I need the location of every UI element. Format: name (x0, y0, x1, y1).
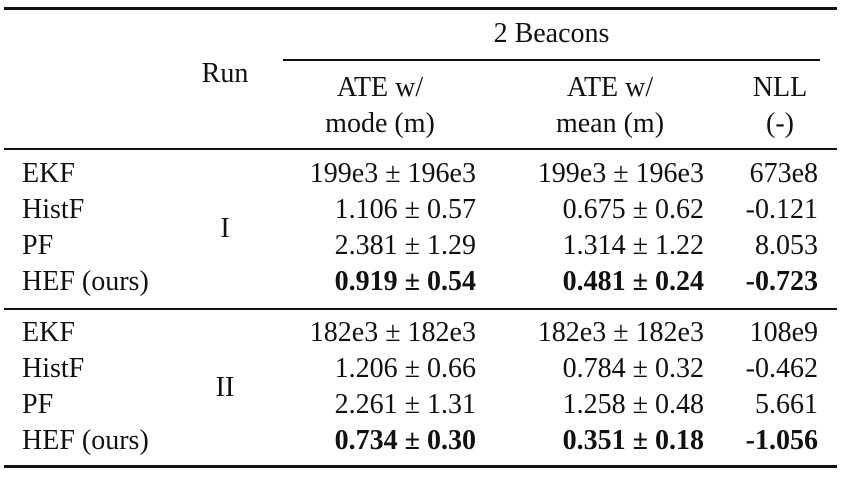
method-cell: HEF (ours) (22, 266, 149, 297)
nll-cell: -0.121 (745, 194, 818, 225)
nll-header-line2: (-) (766, 108, 794, 139)
nll-header-line1: NLL (752, 72, 808, 103)
run-label: I (220, 213, 230, 244)
ate-mode-header-line1: ATE w/ (336, 72, 424, 103)
method-cell: EKF (22, 158, 75, 189)
method-cell: HistF (22, 194, 85, 225)
ate-mean-header-line2: mean (m) (555, 108, 665, 139)
method-cell: HistF (22, 353, 85, 384)
ate-mean-cell-best: 0.351 ± 0.18 (562, 425, 704, 456)
group-header-rule (283, 59, 820, 61)
run-label: II (215, 372, 235, 403)
method-cell: HEF (ours) (22, 425, 149, 456)
method-cell: PF (22, 389, 54, 420)
method-cell: EKF (22, 317, 75, 348)
nll-cell: 108e9 (749, 317, 818, 348)
method-cell: PF (22, 230, 54, 261)
ate-mode-cell: 199e3 ± 196e3 (309, 158, 476, 189)
top-rule (4, 7, 837, 10)
nll-cell: -0.462 (745, 353, 818, 384)
ate-mean-cell: 0.675 ± 0.62 (562, 194, 704, 225)
run-column-header: Run (201, 58, 249, 89)
ate-mode-cell: 1.106 ± 0.57 (334, 194, 476, 225)
ate-mean-header-line1: ATE w/ (566, 72, 654, 103)
run-separator-rule (4, 308, 837, 310)
nll-cell-best: -0.723 (745, 266, 818, 297)
ate-mode-cell: 2.261 ± 1.31 (334, 389, 476, 420)
ate-mean-cell: 1.258 ± 0.48 (562, 389, 704, 420)
ate-mode-header-line2: mode (m) (325, 108, 435, 139)
ate-mean-cell: 0.784 ± 0.32 (562, 353, 704, 384)
ate-mode-cell: 2.381 ± 1.29 (334, 230, 476, 261)
bottom-rule (4, 465, 837, 468)
ate-mode-cell-best: 0.919 ± 0.54 (334, 266, 476, 297)
ate-mean-cell: 182e3 ± 182e3 (537, 317, 704, 348)
ate-mode-cell-best: 0.734 ± 0.30 (334, 425, 476, 456)
nll-cell-best: -1.056 (745, 425, 818, 456)
nll-cell: 5.661 (755, 389, 818, 420)
ate-mean-cell-best: 0.481 ± 0.24 (562, 266, 704, 297)
ate-mode-cell: 1.206 ± 0.66 (334, 353, 476, 384)
nll-cell: 673e8 (749, 158, 818, 189)
nll-cell: 8.053 (755, 230, 818, 261)
ate-mean-cell: 1.314 ± 1.22 (562, 230, 704, 261)
group-header-label: 2 Beacons (493, 18, 610, 49)
ate-mode-cell: 182e3 ± 182e3 (309, 317, 476, 348)
header-bottom-rule (4, 148, 837, 150)
ate-mean-cell: 199e3 ± 196e3 (537, 158, 704, 189)
